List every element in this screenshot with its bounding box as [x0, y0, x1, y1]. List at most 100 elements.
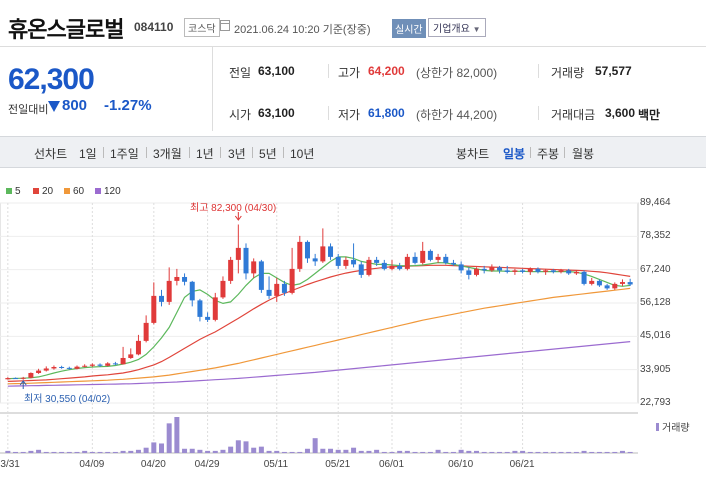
- candle-body: [205, 316, 211, 320]
- min-arrowhead: [19, 380, 27, 386]
- volume-bar: [20, 451, 26, 453]
- candle: [374, 256, 380, 266]
- tab-1y[interactable]: 1년: [196, 147, 214, 161]
- volume-bar: [82, 450, 88, 453]
- candle-body: [13, 378, 19, 380]
- candle: [251, 258, 257, 278]
- volume-bar: [258, 446, 264, 453]
- candle-body: [5, 378, 11, 380]
- y-tick-label: 33,905: [640, 363, 671, 375]
- volume-bar: [304, 448, 310, 453]
- volume-bar: [143, 447, 149, 453]
- candle: [13, 377, 19, 380]
- candle: [458, 261, 464, 274]
- legend-ma120-label: 120: [104, 186, 121, 197]
- candle-body: [159, 295, 164, 302]
- candle: [174, 268, 180, 286]
- high-label: 고가: [338, 66, 361, 80]
- tab-1w[interactable]: 1주일: [110, 147, 139, 161]
- volume-bar: [89, 451, 95, 453]
- volume-bar: [5, 450, 11, 453]
- legend-ma60: 60: [64, 186, 84, 197]
- realtime-button[interactable]: 실시간: [392, 19, 426, 38]
- candle: [51, 365, 57, 370]
- candle-body: [197, 300, 203, 317]
- candle: [74, 365, 80, 370]
- tab-weekly[interactable]: 주봉: [537, 147, 560, 161]
- candle: [481, 265, 487, 274]
- candle: [228, 256, 234, 284]
- candle-body: [59, 366, 65, 368]
- candle-body: [304, 241, 310, 259]
- candle-body: [36, 370, 42, 373]
- candle-body: [358, 264, 364, 275]
- candle-body: [182, 276, 188, 282]
- candle-body: [266, 289, 272, 296]
- candle-body: [251, 261, 257, 274]
- legend-ma120: 120: [95, 186, 121, 197]
- tab-1d[interactable]: 1일: [79, 147, 97, 161]
- tab-line-chart[interactable]: 선차트: [34, 147, 68, 161]
- volume-bar: [36, 449, 42, 453]
- volume-bar: [335, 449, 341, 453]
- change-label: 전일대비: [8, 104, 49, 116]
- volume-bar: [97, 451, 103, 453]
- x-tick-label: 06/10: [448, 459, 474, 470]
- candle-body: [381, 262, 387, 269]
- tab-10y[interactable]: 10년: [290, 147, 315, 161]
- x-tick-label: 04/20: [140, 459, 166, 470]
- volume-bar: [197, 449, 203, 453]
- candle-body: [627, 282, 633, 285]
- company-info-dropdown[interactable]: 기업개요 ▼: [428, 18, 486, 37]
- legend-ma20-label: 20: [42, 186, 54, 197]
- candle-body: [174, 276, 180, 281]
- volume-bar: [235, 440, 241, 453]
- tab-5y[interactable]: 5년: [259, 147, 277, 161]
- x-tick-label: 04/09: [79, 459, 105, 470]
- candle-body: [151, 295, 157, 323]
- candle-body: [550, 270, 556, 272]
- tab-daily[interactable]: 일봉: [503, 147, 526, 161]
- candle-body: [412, 256, 418, 263]
- candle-body: [527, 268, 533, 272]
- candle: [573, 270, 579, 275]
- volume-bar: [619, 450, 625, 453]
- candle-body: [120, 357, 126, 365]
- tab-3m[interactable]: 3개월: [153, 147, 182, 161]
- candle-body: [105, 363, 111, 366]
- candle-body: [427, 250, 433, 260]
- candle: [512, 268, 518, 275]
- market-badge: 코스닥: [184, 18, 220, 37]
- candle: [566, 268, 572, 275]
- candle-body: [512, 270, 518, 272]
- candle-body: [520, 270, 526, 272]
- candle-body: [212, 297, 218, 320]
- tab-monthly[interactable]: 월봉: [572, 147, 595, 161]
- open-value: 63,100: [258, 106, 295, 120]
- candle: [581, 270, 587, 286]
- volume-bar: [51, 451, 57, 453]
- candle-body: [220, 280, 226, 298]
- candle-body: [489, 267, 495, 271]
- candle: [558, 268, 564, 274]
- candle: [20, 376, 26, 380]
- candle: [28, 372, 34, 379]
- volume-bar: [612, 451, 618, 453]
- volume-legend-label: 거래량: [662, 423, 690, 434]
- x-tick-label: 03/31: [0, 459, 20, 470]
- volume-bar: [43, 451, 49, 453]
- tab-candle-chart[interactable]: 봉차트: [456, 147, 490, 161]
- tab-3y[interactable]: 3년: [228, 147, 246, 161]
- volume-bar: [320, 448, 326, 453]
- candle: [404, 253, 410, 271]
- candle-body: [328, 246, 334, 257]
- lower-limit: (하한가 44,200): [416, 108, 498, 122]
- candle: [274, 277, 280, 302]
- legend-ma60-label: 60: [73, 186, 85, 197]
- candle-body: [366, 259, 372, 275]
- volume-bar: [527, 451, 533, 453]
- candle-body: [497, 267, 503, 271]
- volume-bar: [535, 451, 541, 453]
- candle: [435, 253, 441, 263]
- candle-body: [243, 247, 249, 274]
